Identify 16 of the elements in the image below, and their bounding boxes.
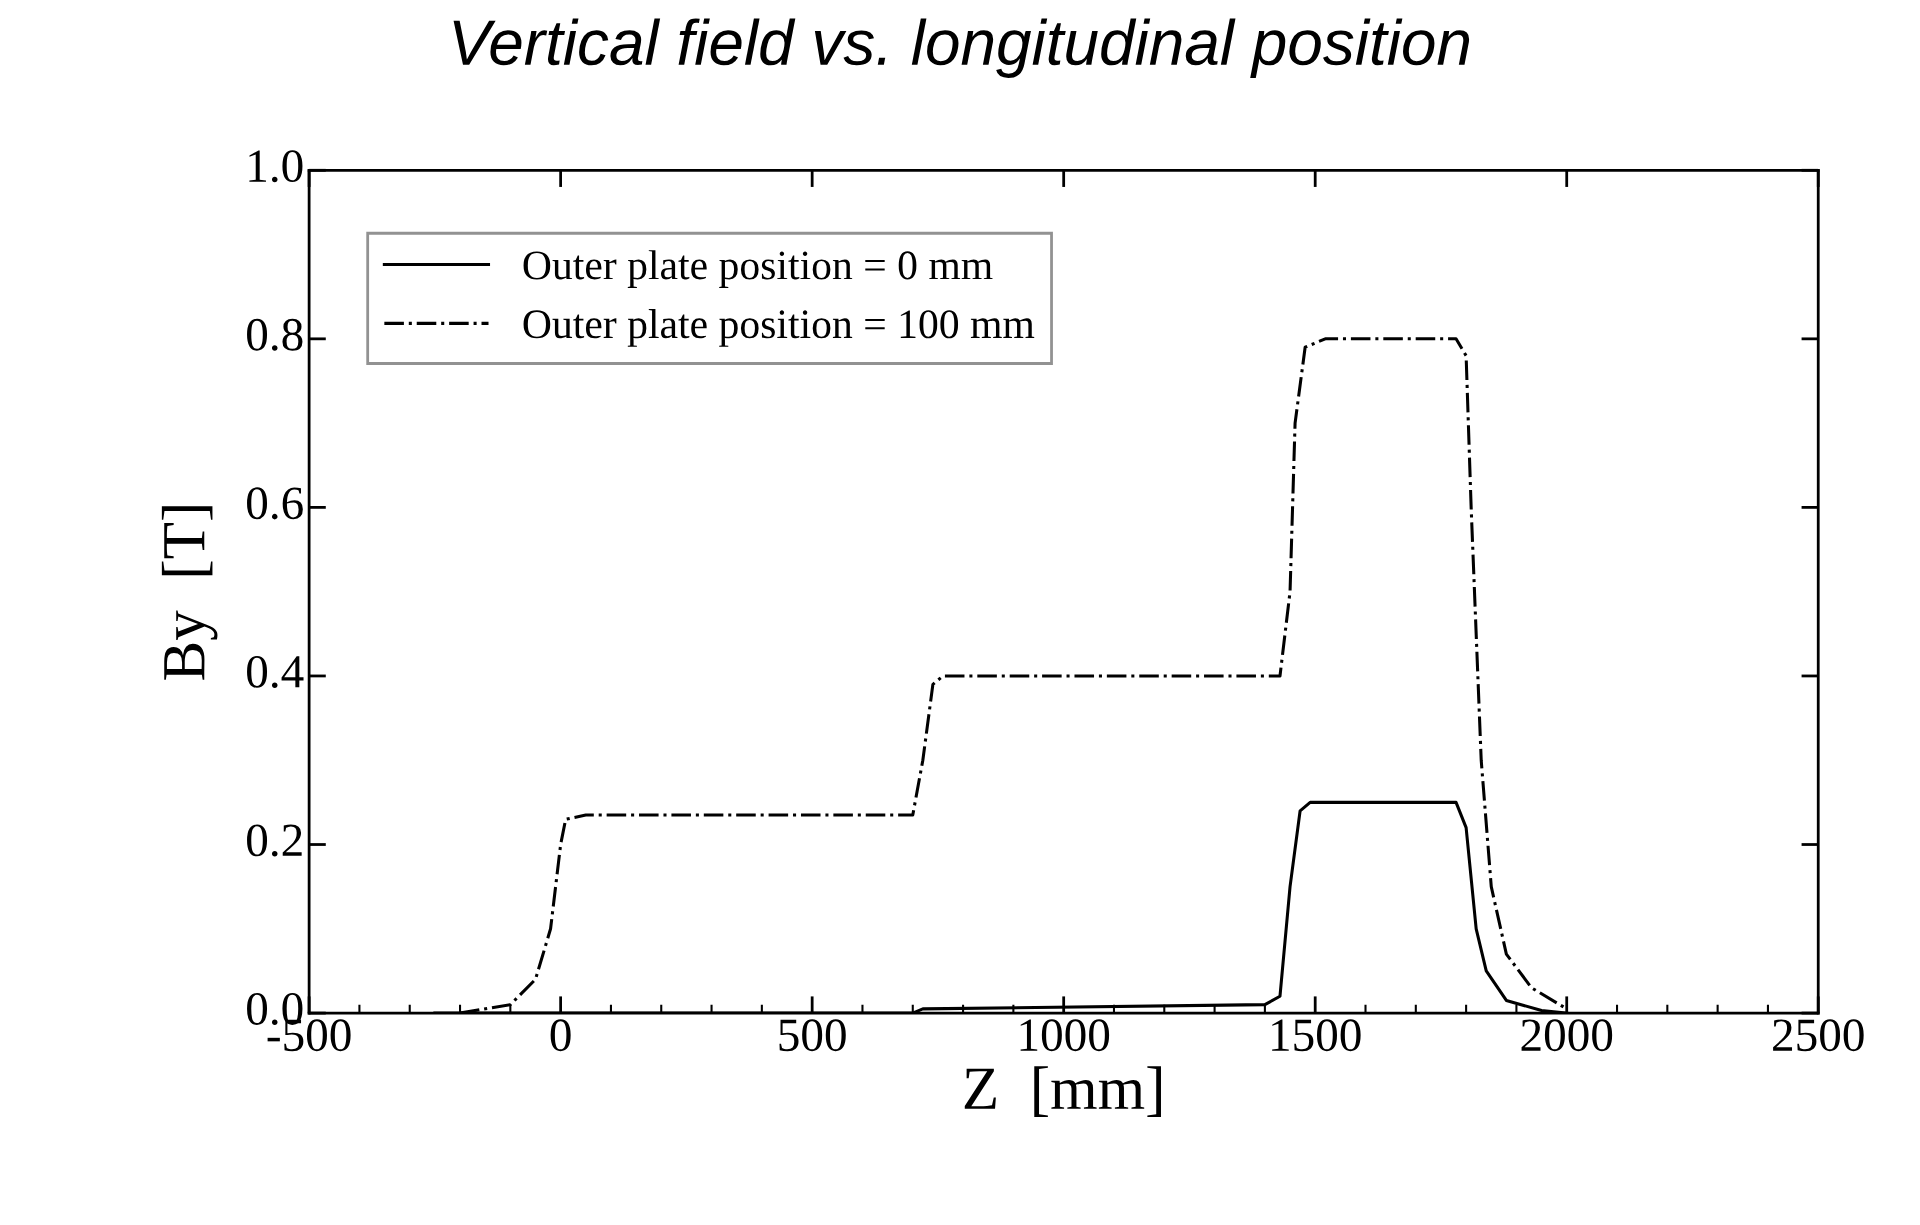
legend-label: Outer plate position = 0 mm <box>523 250 993 288</box>
y-tick-label: 0.2 <box>247 824 302 857</box>
legend-label: Outer plate position = 100 mm <box>523 309 1035 347</box>
x-tick-label: 2500 <box>1773 1019 1864 1052</box>
x-tick-label: 2000 <box>1521 1019 1613 1052</box>
x-axis-title: Z [mm] <box>964 1066 1161 1117</box>
x-tick-label: 500 <box>779 1019 846 1052</box>
y-tick-label: 1.0 <box>249 150 303 183</box>
x-tick-label: 1500 <box>1272 1019 1361 1052</box>
y-tick-label: 0.8 <box>247 318 303 351</box>
x-tick-label: 0 <box>550 1019 571 1052</box>
y-tick-label: 0.6 <box>247 487 303 520</box>
y-tick-label: 0.4 <box>247 655 304 688</box>
chart-title: Vertical field vs. longitudinal position <box>453 18 1470 78</box>
y-axis-title: By [T] <box>161 506 218 680</box>
x-tick-label: 1000 <box>1020 1019 1110 1052</box>
